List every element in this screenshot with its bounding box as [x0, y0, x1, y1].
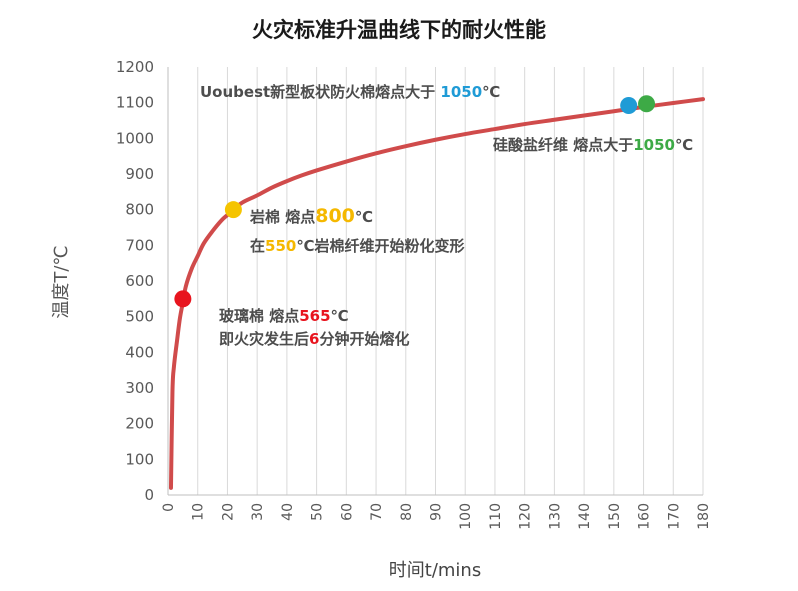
annotation-rockwool-2: 在550℃岩棉纤维开始粉化变形	[250, 237, 465, 256]
x-tick-label-80: 80	[399, 503, 415, 521]
annotation-silicate-num: 1050	[633, 136, 675, 154]
y-tick-label-100: 100	[125, 450, 154, 468]
data-point-2	[620, 97, 638, 115]
annotation-rockwool-2-num: 550	[265, 237, 297, 255]
y-tick-label-1000: 1000	[116, 129, 154, 147]
x-tick-label-180: 180	[696, 503, 712, 530]
x-tick-labels: 0 10 20 30 40 50 60 70 80 90 100 110 120 130 140 150 160…	[161, 503, 712, 530]
grid	[197, 67, 704, 495]
x-tick-label-60: 60	[339, 503, 355, 521]
y-tick-label-200: 200	[125, 415, 154, 433]
series-lines	[168, 97, 705, 490]
annotation-glass-2-text: 即火灾发生后	[219, 330, 310, 348]
y-tick-label-700: 700	[125, 236, 154, 254]
y-axis-label: 温度T/℃	[51, 245, 72, 319]
data-point-1	[224, 201, 242, 219]
y-tick-label-1200: 1200	[116, 58, 154, 76]
x-tick-label-0: 0	[161, 503, 177, 512]
x-tick-label-140: 140	[577, 503, 593, 530]
x-tick-label-100: 100	[458, 503, 474, 530]
x-tick-label-90: 90	[429, 503, 445, 521]
annotation-silicate-unit: ℃	[674, 136, 694, 154]
annotation-glass-1-text: 玻璃棉 熔点	[219, 307, 300, 325]
y-tick-label-800: 800	[125, 201, 154, 219]
annotation-uoubest: Uoubest新型板状防火棉熔点大于 1050℃	[200, 83, 500, 102]
x-tick-label-30: 30	[250, 503, 266, 521]
annotation-uoubest-num: 1050	[440, 83, 483, 101]
annotation-uoubest-text: Uoubest新型板状防火棉熔点大于	[200, 83, 441, 101]
x-tick-label-20: 20	[220, 503, 236, 521]
annotation-glass-2-num: 6	[309, 330, 320, 348]
y-tick-label-600: 600	[125, 272, 154, 290]
x-tick-label-150: 150	[607, 503, 623, 530]
annotation-rockwool-1: 岩棉 熔点800℃	[250, 207, 373, 227]
y-tick-label-500: 500	[125, 308, 154, 326]
x-tick-label-40: 40	[280, 503, 296, 521]
y-tick-label-0: 0	[144, 486, 154, 504]
annotation-uoubest-unit: ℃	[482, 83, 501, 101]
y-tick-labels: 0 100 200 300 400 500 600 700 800 900 1000 1100 1200	[116, 58, 154, 504]
annotation-silicate: 硅酸盐纤维 熔点大于1050℃	[493, 136, 693, 155]
annotation-rockwool-2-pre: 在	[250, 237, 266, 255]
x-tick-label-10: 10	[191, 503, 207, 521]
x-tick-label-160: 160	[637, 503, 653, 530]
x-tick-label-70: 70	[369, 503, 385, 521]
y-tick-label-300: 300	[125, 379, 154, 397]
x-tick-label-50: 50	[310, 503, 326, 521]
chart-title: 火灾标准升温曲线下的耐火性能	[252, 18, 546, 42]
x-tick-label-130: 130	[547, 503, 563, 530]
y-tick-label-400: 400	[125, 343, 154, 361]
data-points	[174, 95, 656, 308]
y-tick-label-900: 900	[125, 165, 154, 183]
annotation-glass-1-num: 565	[299, 307, 331, 325]
series-line-0	[168, 97, 705, 490]
annotation-glass-1-unit: ℃	[330, 307, 349, 325]
data-point-3	[638, 95, 656, 113]
data-point-0	[174, 290, 192, 308]
annotation-rockwool-2-text: ℃岩棉纤维开始粉化变形	[296, 237, 465, 255]
annotation-glass-1: 玻璃棉 熔点565℃	[219, 307, 349, 326]
axes	[167, 67, 703, 496]
annotation-glass-2-post: 分钟开始熔化	[319, 330, 410, 348]
annotation-rockwool-1-num: 800	[315, 205, 355, 227]
y-tick-label-1100: 1100	[116, 94, 154, 112]
x-axis-label: 时间t/mins	[388, 560, 482, 581]
x-tick-label-120: 120	[518, 503, 534, 530]
annotation-rockwool-1-unit: ℃	[354, 208, 374, 226]
annotation-glass-2: 即火灾发生后6分钟开始熔化	[219, 330, 409, 349]
x-tick-label-110: 110	[488, 503, 504, 530]
x-tick-label-170: 170	[666, 503, 682, 530]
annotation-silicate-text: 硅酸盐纤维 熔点大于	[493, 136, 634, 154]
annotation-rockwool-1-text: 岩棉 熔点	[250, 208, 316, 226]
